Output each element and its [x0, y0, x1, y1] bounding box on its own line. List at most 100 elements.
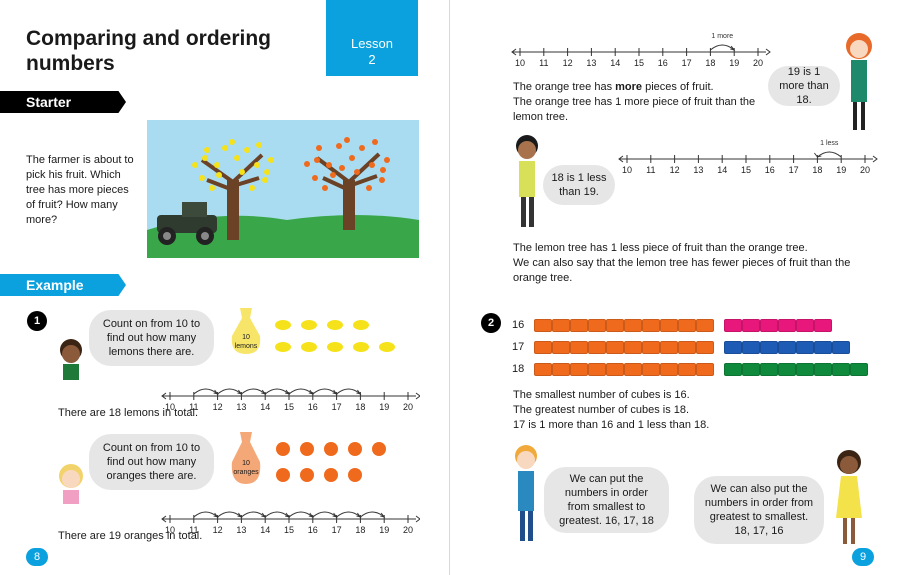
example-header: Example [0, 274, 126, 296]
tick-label: 11 [189, 402, 198, 410]
hop-arrow [380, 512, 386, 518]
orange-cube [606, 318, 624, 332]
orange-cube [660, 318, 678, 332]
orange-cube [624, 340, 642, 354]
page-divider [449, 0, 450, 575]
orange-cube [570, 340, 588, 354]
orange-cube [552, 340, 570, 354]
tick-label: 19 [836, 165, 846, 173]
colored-cube [760, 318, 778, 332]
tick-label: 19 [379, 525, 389, 533]
lemon-icon [275, 320, 291, 330]
number-line-more: 10 11 12 13 14 15 16 17 18 19 20 1 more [511, 33, 771, 66]
cube-row-label: 17 [512, 341, 525, 353]
orange-cube [642, 362, 660, 376]
tick-label: 16 [308, 525, 318, 533]
tick-label: 15 [284, 402, 294, 410]
boy-blond-avatar [515, 445, 537, 541]
hop-arc [264, 511, 290, 518]
tick-label: 15 [741, 165, 751, 173]
tick-label: 16 [308, 402, 318, 410]
colored-cube [814, 340, 832, 354]
boy-avatar-2 [516, 135, 538, 227]
tick-label: 12 [563, 58, 573, 66]
colored-cube [742, 362, 760, 376]
number-line-lemons: 10 11 12 13 14 15 16 17 18 19 20 [161, 388, 420, 410]
girl-redhair-avatar [846, 33, 872, 130]
orange-cube [660, 340, 678, 354]
tick-label: 12 [670, 165, 680, 173]
cube-row: 17 [512, 336, 868, 358]
lesson-number: 2 [368, 52, 376, 67]
tick-label: 17 [789, 165, 799, 173]
speech-bubble-order-greatest: We can put the numbers in order from sma… [544, 467, 669, 533]
colored-cube [742, 318, 760, 332]
tick-label: 17 [332, 402, 342, 410]
greatest-text: The greatest number of cubes is 18. [513, 404, 690, 416]
orange-icon [348, 442, 362, 456]
orange-more-suffix: pieces of fruit. [642, 81, 714, 93]
orange-cube [570, 318, 588, 332]
girl-yellow-dress-avatar [836, 450, 862, 544]
orange-icon [300, 442, 314, 456]
tick-label: 20 [403, 402, 413, 410]
tick-label: 12 [213, 402, 223, 410]
orange-cube [588, 340, 606, 354]
tick-label: 13 [693, 165, 703, 173]
seventeen-text: 17 is 1 more than 16 and 1 less than 18. [513, 419, 710, 431]
lesson-label: Lesson [351, 36, 393, 51]
orange-group [276, 442, 406, 482]
boy-avatar [60, 339, 82, 380]
tick-label: 12 [213, 525, 223, 533]
cube-row-label: 16 [512, 319, 525, 331]
colored-cube [778, 362, 796, 376]
colored-cube [796, 318, 814, 332]
orange-cube [696, 318, 714, 332]
tick-label: 10 [165, 525, 175, 533]
tick-label: 16 [765, 165, 775, 173]
starter-header: Starter [0, 91, 126, 113]
tick-label: 16 [658, 58, 668, 66]
page-number-left: 8 [26, 548, 48, 566]
orange-cube [696, 362, 714, 376]
orange-cube [552, 318, 570, 332]
tick-label: 18 [355, 525, 365, 533]
orange-cube [588, 318, 606, 332]
hop-arc [193, 511, 218, 518]
hop-arrow [814, 152, 822, 158]
starter-text: The farmer is about to pick his fruit. W… [26, 154, 134, 226]
colored-cube [832, 340, 850, 354]
colored-cube [724, 362, 742, 376]
hop-arc [336, 511, 361, 518]
colored-cube [760, 362, 778, 376]
tick-label: 18 [705, 58, 715, 66]
tractor-icon [157, 202, 217, 245]
hop-arc [817, 151, 842, 158]
orange-cube [660, 362, 678, 376]
oranges-total-text: There are 19 oranges in total. [58, 530, 203, 542]
orange-bag-label: 10 oranges [233, 460, 259, 476]
orange-cube [678, 340, 696, 354]
colored-cube [814, 318, 832, 332]
lemon-icon [301, 320, 317, 330]
example-number-badge-2: 2 [481, 313, 501, 333]
hop-arrow [237, 389, 243, 395]
tick-label: 10 [165, 402, 175, 410]
lemon-bag-icon [231, 308, 261, 354]
hop-arrow [237, 512, 243, 518]
hop-arc [360, 511, 385, 518]
lemon-fewer-text: We can also say that the lemon tree has … [513, 257, 851, 284]
tick-label: 20 [753, 58, 763, 66]
lemon-icon [353, 342, 369, 352]
cube-row: 18 [512, 358, 868, 380]
hop-arc [217, 388, 242, 395]
speech-bubble-less: 18 is 1 less than 19. [543, 165, 615, 205]
orange-cube [588, 362, 606, 376]
tick-label: 20 [403, 525, 413, 533]
orange-cube [624, 362, 642, 376]
tick-label: 13 [236, 402, 246, 410]
hop-arc [264, 388, 290, 395]
orange-cube [642, 318, 660, 332]
orange-icon [324, 442, 338, 456]
farm-illustration [147, 120, 419, 258]
